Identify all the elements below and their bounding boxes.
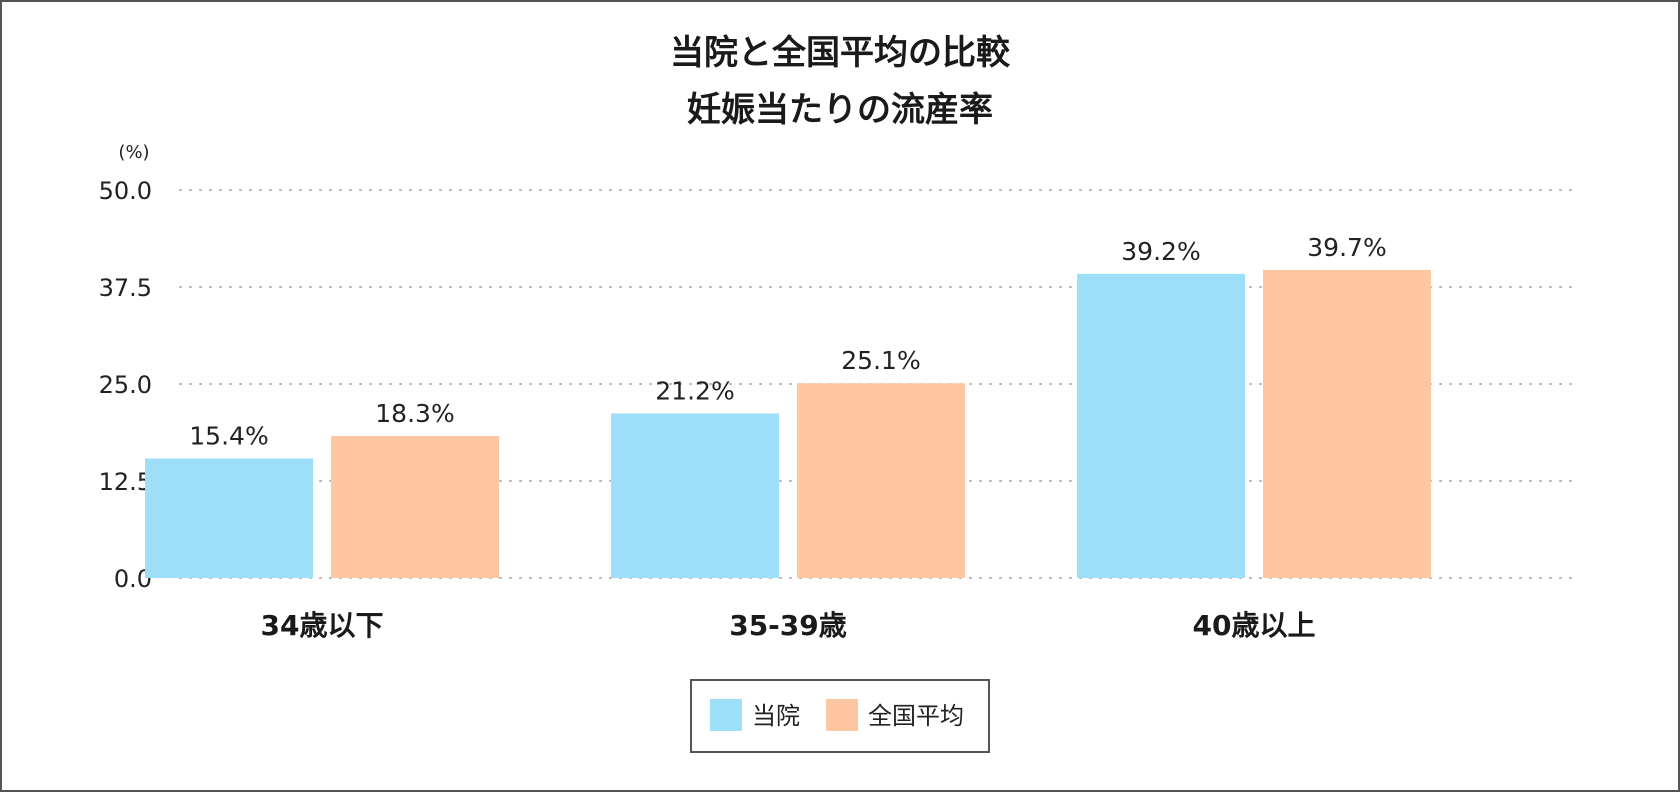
bar (611, 413, 779, 578)
legend-swatch (710, 699, 742, 731)
y-axis-tick-labels: 0.012.525.037.550.0 (99, 177, 152, 593)
data-label: 39.2% (1121, 237, 1200, 266)
legend-label: 当院 (752, 702, 800, 730)
chart-title-line-2: 妊娠当たりの流産率 (687, 90, 993, 130)
data-label: 18.3% (375, 399, 454, 428)
bar (797, 383, 965, 578)
bar (1263, 269, 1431, 578)
y-tick-label: 12.5 (99, 468, 152, 496)
bar (331, 435, 499, 578)
bars (145, 269, 1431, 578)
chart-title: 当院と全国平均の比較 妊娠当たりの流産率 (670, 33, 1011, 130)
x-category-label: 40歳以上 (1193, 609, 1316, 642)
chart-title-line-1: 当院と全国平均の比較 (670, 33, 1011, 73)
data-label: 39.7% (1307, 233, 1386, 262)
bar (1077, 273, 1245, 578)
x-category-label: 34歳以下 (261, 609, 384, 642)
y-axis-unit-label: (%) (118, 142, 149, 163)
y-tick-label: 37.5 (99, 274, 152, 302)
legend-swatch (826, 699, 858, 731)
data-label: 21.2% (655, 376, 734, 405)
legend-items: 当院 全国平均 (710, 699, 964, 731)
y-tick-label: 25.0 (99, 371, 152, 399)
legend-label: 全国平均 (868, 702, 964, 730)
y-tick-label: 50.0 (99, 177, 152, 205)
bar (145, 458, 313, 578)
legend: 当院 全国平均 (690, 679, 990, 753)
data-label: 25.1% (841, 346, 920, 375)
data-labels: 15.4% 18.3% 21.2% 25.1% 39.2% 39.7% (189, 233, 1386, 451)
x-category-label: 35-39歳 (729, 609, 847, 642)
x-axis-category-labels: 34歳以下 35-39歳 40歳以上 (261, 609, 1316, 642)
data-label: 15.4% (189, 421, 268, 450)
